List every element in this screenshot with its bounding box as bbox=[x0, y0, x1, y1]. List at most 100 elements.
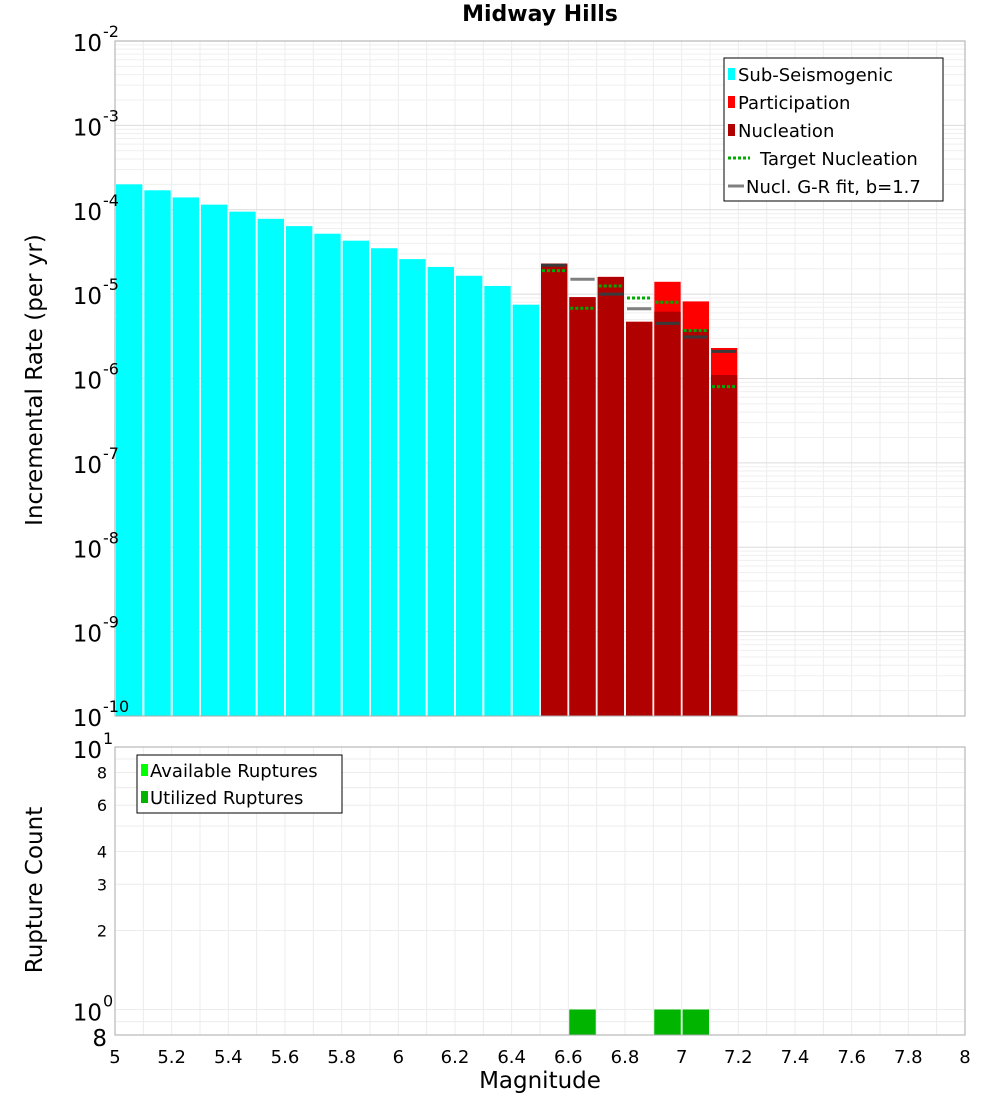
top-legend-box bbox=[723, 57, 944, 202]
top-y-tick-label: 10 -2 bbox=[73, 22, 119, 57]
legend-label: Sub-Seismogenic bbox=[738, 65, 893, 86]
legend-label: Available Ruptures bbox=[150, 761, 318, 782]
x-axis-label: Magnitude bbox=[479, 1068, 601, 1094]
sub-seismogenic-bar bbox=[371, 248, 398, 717]
nucleation-bar bbox=[711, 375, 738, 716]
x-tick-label: 6.8 bbox=[611, 1047, 640, 1068]
top-y-tick-base: 10 bbox=[73, 200, 102, 226]
utilized-ruptures-bar bbox=[569, 1009, 596, 1035]
sub-seismogenic-bar bbox=[456, 275, 483, 716]
x-tick-label: 7.6 bbox=[837, 1047, 866, 1068]
top-y-tick-base: 10 bbox=[73, 31, 102, 57]
bottom-legend-box bbox=[136, 754, 343, 814]
utilized-ruptures-bar bbox=[654, 1009, 681, 1035]
legend-swatch bbox=[141, 764, 148, 776]
top-y-tick-exponent: -8 bbox=[103, 528, 119, 547]
top-y-tick-base: 10 bbox=[73, 706, 102, 732]
bottom-y-tick-number: 8 bbox=[97, 763, 107, 782]
sub-seismogenic-bar bbox=[229, 211, 256, 716]
bottom-y-tick-label: 8 bbox=[92, 1026, 107, 1052]
x-tick-label: 7.4 bbox=[781, 1047, 810, 1068]
x-tick-label: 6.4 bbox=[497, 1047, 526, 1068]
x-tick-label: 7.2 bbox=[724, 1047, 753, 1068]
top-y-tick-label: 10 -9 bbox=[73, 613, 119, 648]
nucleation-bar bbox=[597, 276, 624, 716]
bottom-y-tick-number: 2 bbox=[97, 922, 107, 941]
legend-entry: Available Ruptures bbox=[141, 761, 318, 782]
x-tick-label: 5.8 bbox=[327, 1047, 356, 1068]
top-panel: 10-210-310-410-510-610-710-810-910 -10Sub… bbox=[73, 22, 966, 732]
bottom-y-tick-number: 3 bbox=[97, 875, 107, 894]
chart-title: Midway Hills bbox=[462, 2, 618, 27]
legend-entry: Target Nucleation bbox=[728, 149, 918, 170]
top-y-tick-exponent: -6 bbox=[103, 360, 119, 379]
legend-label: Participation bbox=[738, 93, 850, 114]
x-tick-label: 6.6 bbox=[554, 1047, 583, 1068]
legend-label: Nucleation bbox=[738, 121, 834, 142]
legend-swatch bbox=[728, 68, 735, 80]
sub-seismogenic-bar bbox=[144, 190, 171, 716]
sub-seismogenic-bar bbox=[314, 233, 341, 716]
bottom-y-tick-base: 10 bbox=[73, 738, 102, 764]
bottom-y-tick-label: 3 bbox=[97, 875, 107, 894]
bottom-legend: Available Ruptures Utilized Ruptures bbox=[136, 754, 343, 814]
sub-seismogenic-bar bbox=[342, 240, 369, 717]
top-y-tick-base: 10 bbox=[73, 369, 102, 395]
sub-seismogenic-bar bbox=[286, 226, 313, 716]
legend-label: Target Nucleation bbox=[759, 149, 918, 170]
top-y-tick-label: 10 -5 bbox=[73, 275, 119, 310]
bottom-y-tick-label: 10 0 bbox=[73, 992, 113, 1027]
sub-seismogenic-bar bbox=[512, 304, 539, 716]
top-legend: Sub-Seismogenic Participation Nucleation Ta… bbox=[723, 57, 944, 202]
top-y-tick-base: 10 bbox=[73, 537, 102, 563]
x-tick-label: 6.2 bbox=[441, 1047, 470, 1068]
bottom-y-tick-label: 10 1 bbox=[73, 729, 113, 764]
nucleation-bar bbox=[682, 329, 709, 716]
x-tick-label: 5 bbox=[109, 1047, 120, 1068]
top-y-tick-base: 10 bbox=[73, 622, 102, 648]
top-y-tick-label: 10 -4 bbox=[73, 191, 119, 226]
top-y-tick-exponent: -10 bbox=[103, 697, 129, 716]
sub-seismogenic-bar bbox=[484, 285, 511, 716]
top-y-tick-exponent: -9 bbox=[103, 613, 119, 632]
sub-seismogenic-bar bbox=[172, 197, 199, 717]
top-y-tick-exponent: -2 bbox=[103, 22, 119, 41]
x-tick-label: 7.8 bbox=[894, 1047, 923, 1068]
top-y-tick-exponent: -5 bbox=[103, 275, 119, 294]
bottom-plot-border bbox=[114, 746, 966, 1036]
x-tick-label: 5.6 bbox=[271, 1047, 300, 1068]
top-plot-border bbox=[114, 40, 966, 717]
legend-label: Utilized Ruptures bbox=[150, 788, 303, 809]
sub-seismogenic-bar bbox=[257, 218, 284, 716]
legend-entry: Nucl. G-R fit, b=1.7 bbox=[728, 177, 921, 198]
x-tick-label: 7 bbox=[676, 1047, 687, 1068]
bottom-y-tick-label: 6 bbox=[97, 796, 107, 815]
sub-seismogenic-bar bbox=[201, 204, 228, 717]
top-y-tick-base: 10 bbox=[73, 115, 102, 141]
bottom-y-tick-number: 8 bbox=[92, 1026, 107, 1052]
legend-entry: Utilized Ruptures bbox=[141, 788, 303, 809]
bottom-y-tick-number: 4 bbox=[97, 842, 107, 861]
legend-entry: Nucleation bbox=[728, 121, 834, 142]
legend-label: Nucl. G-R fit, b=1.7 bbox=[746, 177, 921, 198]
x-tick-label: 6 bbox=[393, 1047, 404, 1068]
bottom-y-tick-label: 2 bbox=[97, 922, 107, 941]
x-tick-label: 5.2 bbox=[157, 1047, 186, 1068]
top-y-tick-label: 10 -6 bbox=[73, 360, 119, 395]
bottom-y-tick-base: 10 bbox=[73, 1001, 102, 1027]
legend-entry: Sub-Seismogenic bbox=[728, 65, 893, 86]
bottom-y-tick-number: 6 bbox=[97, 796, 107, 815]
top-y-tick-label: 10 -3 bbox=[73, 106, 119, 141]
nucleation-bar bbox=[569, 297, 596, 716]
sub-seismogenic-bar bbox=[427, 266, 454, 716]
x-tick-label: 5.4 bbox=[214, 1047, 243, 1068]
top-y-tick-label: 10 -10 bbox=[73, 697, 129, 732]
top-y-tick-label: 10 -8 bbox=[73, 528, 119, 563]
legend-swatch bbox=[141, 791, 148, 803]
sub-seismogenic-bar bbox=[399, 259, 426, 716]
top-y-tick-label: 10 -7 bbox=[73, 444, 119, 479]
top-y-tick-exponent: -7 bbox=[103, 444, 119, 463]
top-y-tick-exponent: -4 bbox=[103, 191, 119, 210]
